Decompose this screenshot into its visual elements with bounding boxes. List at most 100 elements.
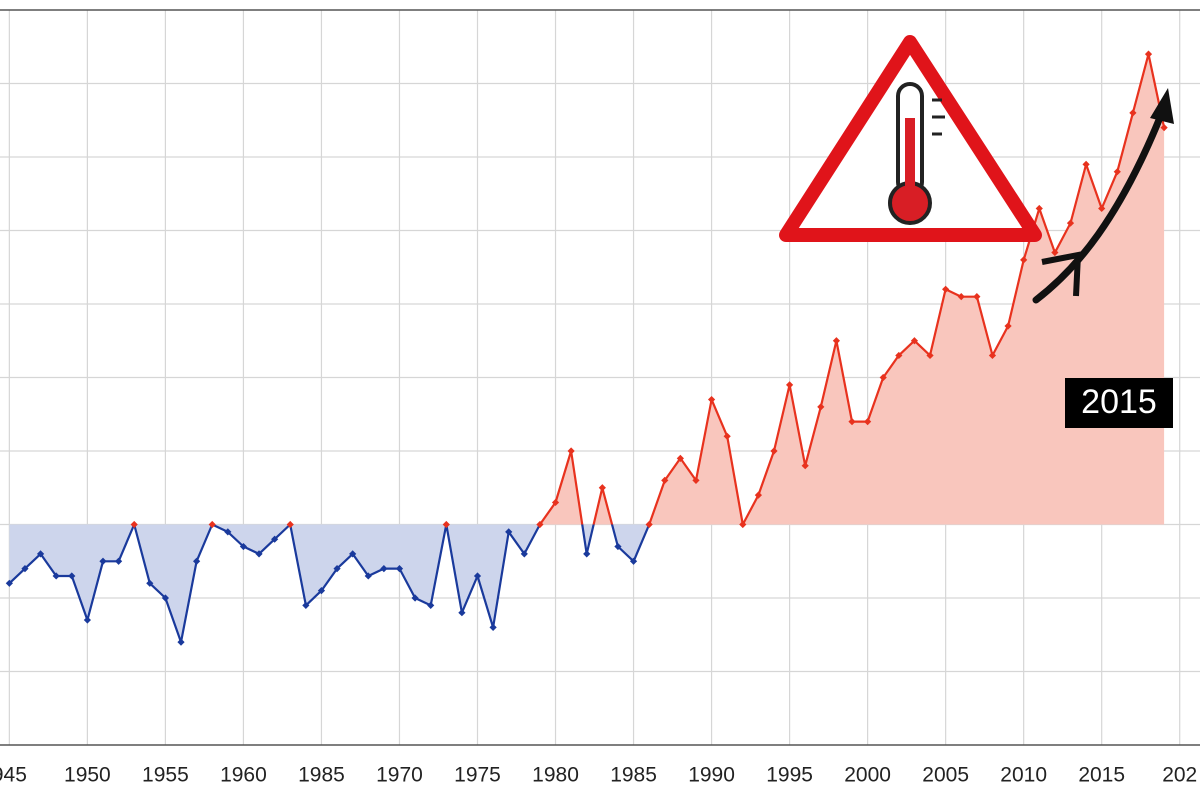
x-tick-label: 1985 [298,764,345,787]
point [1035,204,1043,213]
point [598,484,606,492]
point [333,565,341,573]
point [317,587,326,595]
point [1129,109,1137,117]
x-tick-label: 1960 [220,764,267,787]
point [52,572,60,580]
point [36,550,45,558]
point [614,542,622,551]
point [427,601,435,609]
x-tick-label: 1970 [376,764,423,787]
point [1113,168,1121,176]
point [1066,219,1075,227]
x-tick-label: 1995 [766,764,813,787]
point [973,293,981,301]
point [130,520,138,529]
point [879,373,887,382]
trend-arrow [1032,101,1169,304]
x-tick-label: 2010 [1000,764,1047,787]
point [864,418,872,426]
point [224,528,232,536]
point [146,579,154,587]
point [942,285,950,293]
point [754,491,762,499]
x-tick-label: 1950 [64,764,111,787]
point [1098,204,1106,213]
point [349,550,357,558]
x-tick-label: 2015 [1078,764,1125,787]
point [707,395,716,404]
annotation-box [1065,378,1173,428]
point [583,550,591,558]
point [442,520,450,529]
point [411,594,419,602]
point [99,557,107,565]
point [520,550,528,558]
x-tick-label: 2005 [922,764,969,787]
point [239,542,248,551]
annotation: 2015 [1081,383,1157,421]
point [567,447,575,455]
point [926,351,934,360]
point [661,476,669,484]
point [302,601,310,609]
point [692,476,700,484]
point [1051,248,1059,257]
point [551,498,560,507]
point [1020,256,1028,264]
point [395,565,404,573]
point [505,528,513,536]
point [68,572,76,580]
point [770,447,778,455]
point [83,616,91,624]
point [380,565,388,573]
point [848,418,856,426]
point [957,293,965,301]
point [286,520,294,529]
warning-overlay: 2015 [779,35,1174,428]
x-tick-label: 2000 [844,764,891,787]
point [193,557,201,565]
trend-chevron [1041,251,1082,297]
point [161,594,170,602]
point [208,520,216,529]
point [1160,124,1168,132]
x-tick-label: 1975 [454,764,501,787]
point [988,351,997,360]
point [629,557,638,565]
point [645,520,653,529]
point [785,381,794,389]
point [1082,160,1090,168]
point [364,572,372,580]
area [9,54,1165,643]
point [1144,50,1153,58]
point [739,520,747,529]
point [177,638,185,646]
x-tick-label: 1980 [532,764,579,787]
point [5,579,13,587]
point [723,432,731,440]
point [458,609,466,617]
point [271,535,279,543]
point [832,337,841,345]
point [473,572,482,580]
point [817,403,825,411]
point [1004,322,1012,330]
x-tick-label: 202 [1162,764,1197,787]
x-tick-label: 945 [0,764,27,787]
x-tick-label: 1990 [688,764,735,787]
trend-arrowhead [1150,88,1174,124]
point [910,337,919,345]
point [114,557,123,565]
thermometer-mercury [905,118,915,200]
point [255,550,263,558]
point [21,565,29,573]
point [489,623,497,631]
x-tick-label: 1955 [142,764,189,787]
point [801,462,809,470]
point [676,454,684,462]
plot [5,50,1168,646]
point [536,520,544,529]
x-tick-label: 1985 [610,764,657,787]
